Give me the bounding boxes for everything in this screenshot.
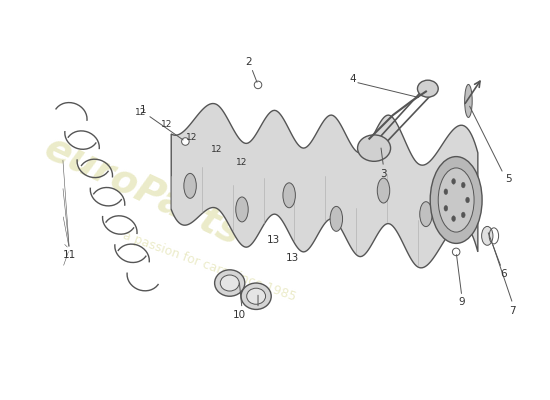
Text: 2: 2 <box>245 57 252 67</box>
Text: 12: 12 <box>236 158 248 167</box>
Text: 12: 12 <box>161 120 172 129</box>
Ellipse shape <box>452 178 455 184</box>
Ellipse shape <box>438 168 474 232</box>
Text: 12: 12 <box>135 108 147 117</box>
Ellipse shape <box>461 212 465 218</box>
Ellipse shape <box>283 183 295 208</box>
Ellipse shape <box>482 226 493 245</box>
Circle shape <box>182 138 189 145</box>
Text: 9: 9 <box>459 297 465 307</box>
Ellipse shape <box>444 189 448 194</box>
Ellipse shape <box>247 288 266 304</box>
Ellipse shape <box>236 197 248 222</box>
Text: 12: 12 <box>211 146 222 154</box>
Text: a passion for cars since 1985: a passion for cars since 1985 <box>120 228 298 304</box>
Text: 13: 13 <box>285 254 299 264</box>
Ellipse shape <box>358 135 390 161</box>
Ellipse shape <box>465 84 472 118</box>
Text: 4: 4 <box>349 74 356 84</box>
Polygon shape <box>171 104 478 268</box>
Ellipse shape <box>461 182 465 188</box>
Text: 7: 7 <box>509 306 516 316</box>
Ellipse shape <box>466 197 470 203</box>
Text: 10: 10 <box>233 310 246 320</box>
Ellipse shape <box>214 270 245 296</box>
Circle shape <box>254 81 262 89</box>
Text: 6: 6 <box>500 268 507 278</box>
Text: 1: 1 <box>140 105 146 115</box>
Text: euroParts: euroParts <box>39 128 248 253</box>
Ellipse shape <box>184 173 196 198</box>
Text: 3: 3 <box>380 168 387 178</box>
Ellipse shape <box>430 156 482 244</box>
Circle shape <box>453 248 460 256</box>
Ellipse shape <box>221 275 239 291</box>
Text: 11: 11 <box>63 250 76 260</box>
Ellipse shape <box>377 178 390 203</box>
Ellipse shape <box>241 283 271 310</box>
Text: 5: 5 <box>505 174 512 184</box>
Text: 12: 12 <box>186 133 197 142</box>
Ellipse shape <box>452 216 455 222</box>
Ellipse shape <box>330 206 343 231</box>
Ellipse shape <box>444 206 448 211</box>
Ellipse shape <box>417 80 438 97</box>
Text: 13: 13 <box>267 235 280 245</box>
Ellipse shape <box>420 202 432 227</box>
